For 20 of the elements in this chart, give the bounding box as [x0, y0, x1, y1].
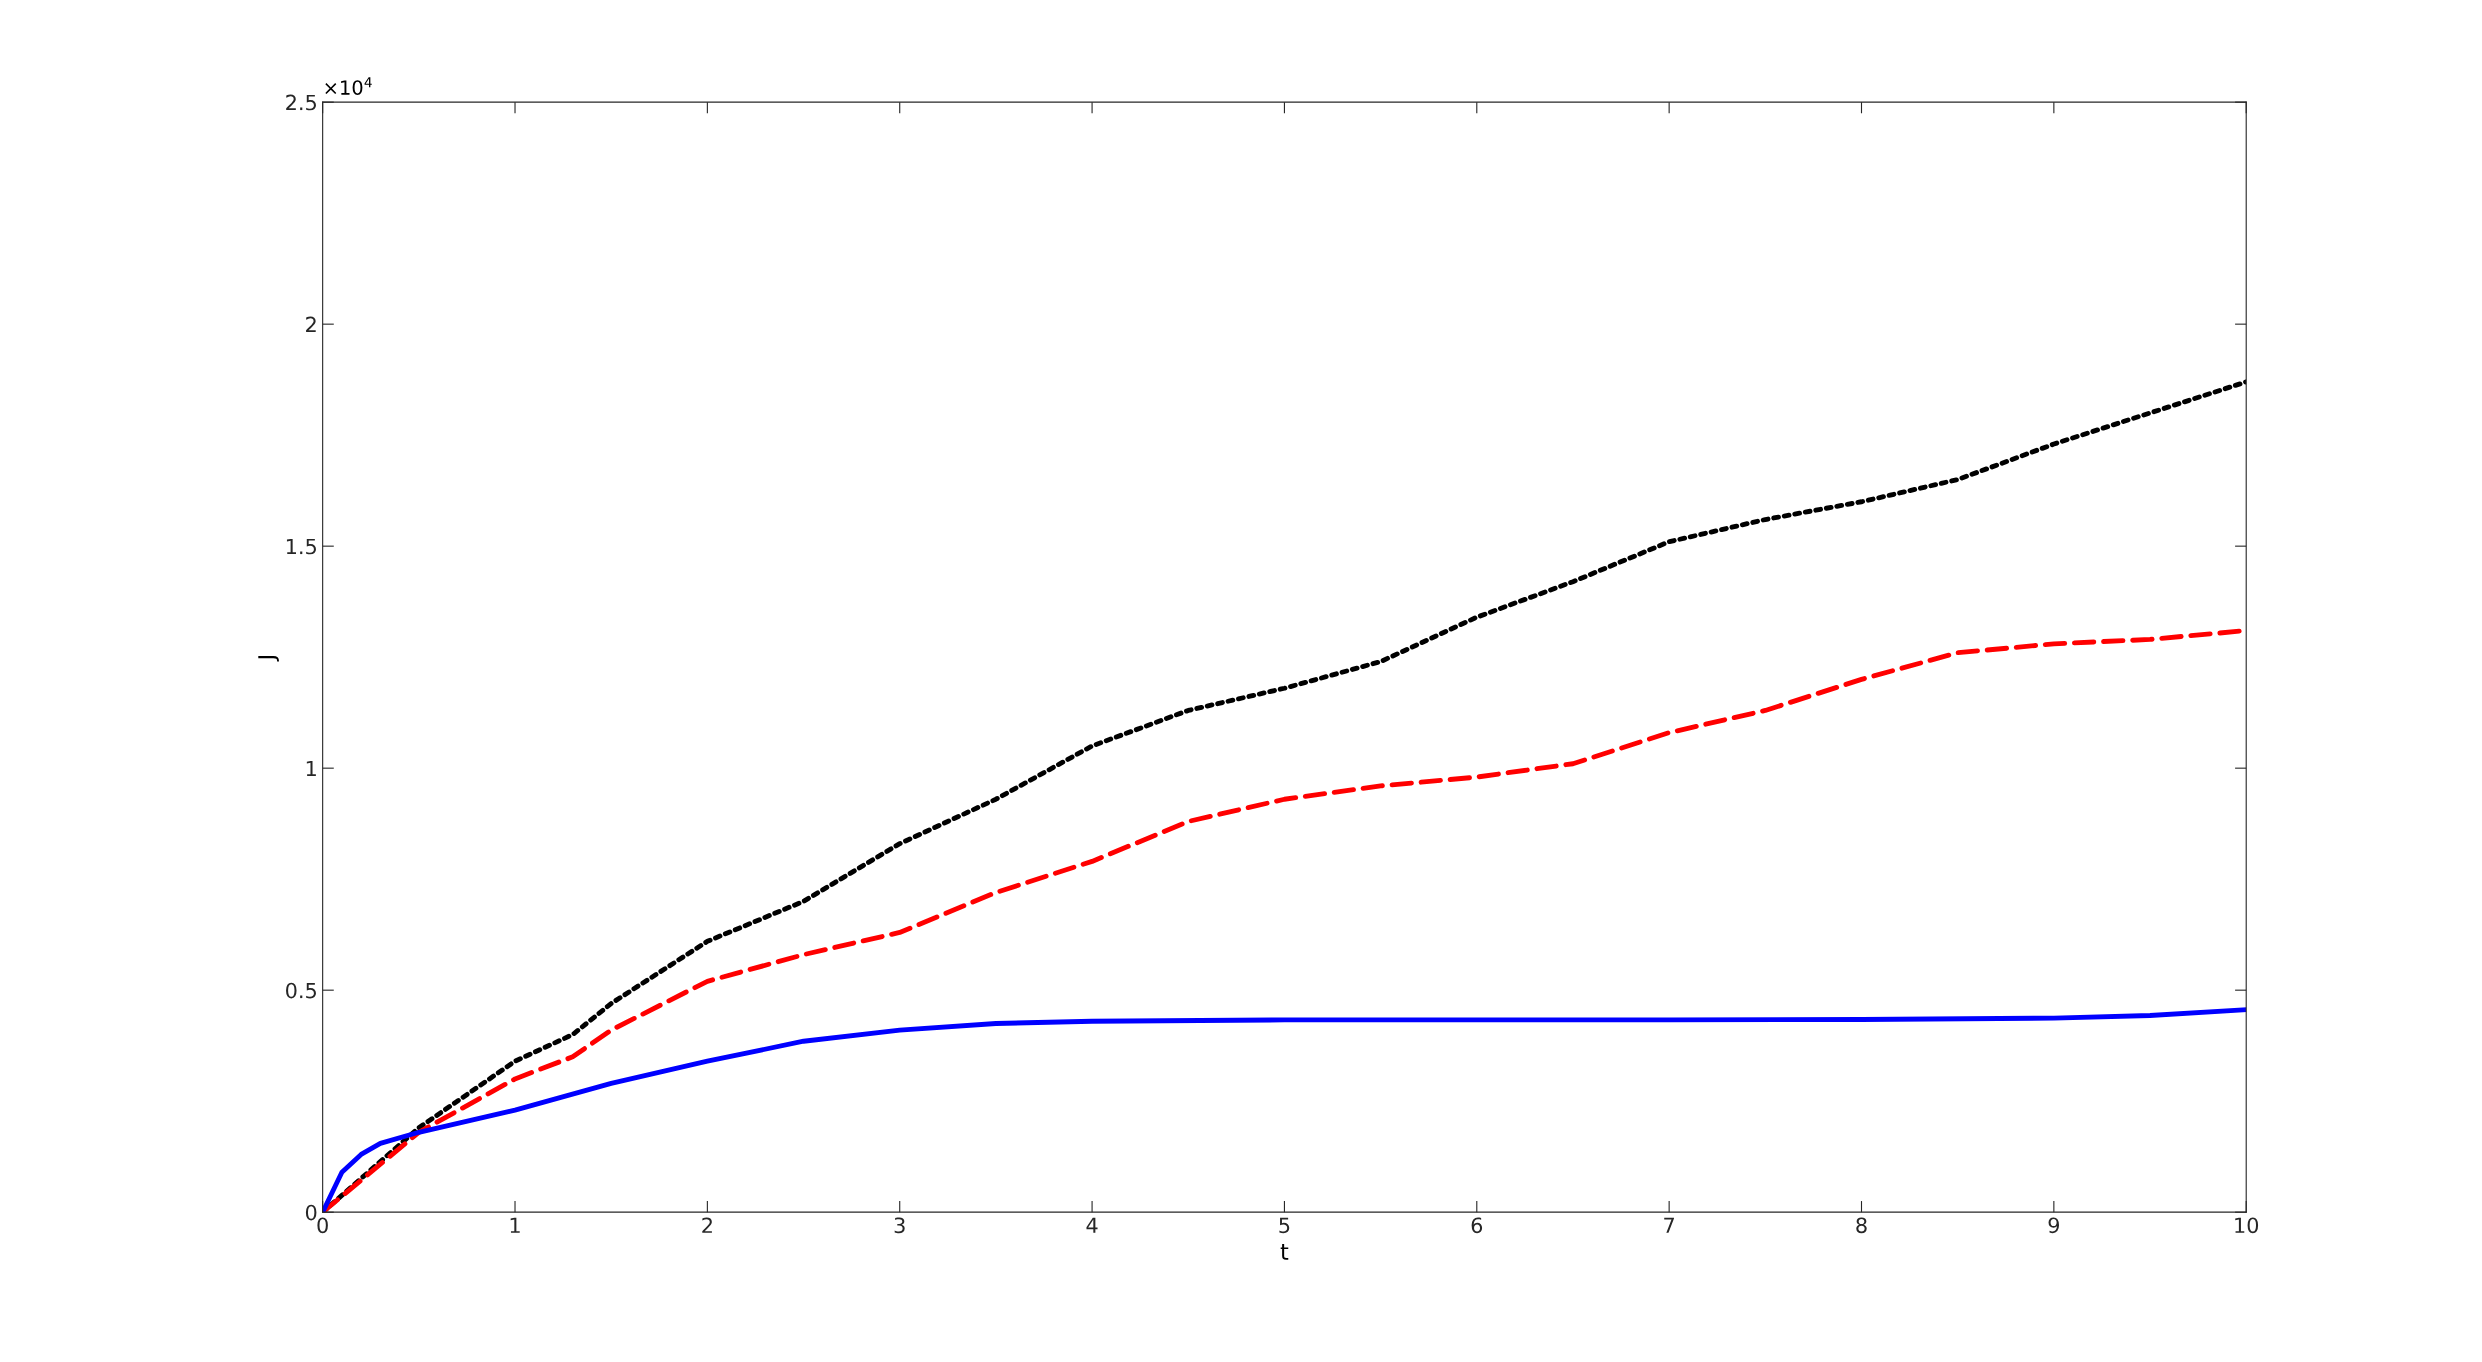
x-tick-label: 7 [1664, 1217, 1674, 1233]
x-tick-label: 5 [1279, 1217, 1290, 1234]
x-axis-title: t [1280, 1244, 1289, 1260]
x-tick-label: 3 [894, 1217, 905, 1234]
y-axis-title: J [258, 656, 279, 662]
y-tick-label: 2.5 [286, 94, 316, 111]
x-tick-label: 0 [317, 1217, 328, 1234]
x-tick-label: 10 [2235, 1217, 2259, 1234]
x-tick-label: 4 [1086, 1217, 1098, 1233]
x-tick-label: 8 [1856, 1217, 1867, 1234]
y-tick-label: 1 [306, 760, 316, 777]
y-tick-label: 1.5 [286, 538, 316, 555]
x-tick-label: 9 [2048, 1217, 2060, 1234]
text: ×10$^{4}$ [325, 77, 372, 95]
x-tick-label: 2 [702, 1217, 712, 1233]
y-tick-label: 2 [306, 316, 316, 333]
y-tick-label: 0.5 [286, 982, 316, 999]
x-tick-label: 6 [1471, 1217, 1483, 1234]
x-tick-label: 1 [510, 1217, 520, 1233]
y-tick-label: 0 [305, 1204, 317, 1221]
